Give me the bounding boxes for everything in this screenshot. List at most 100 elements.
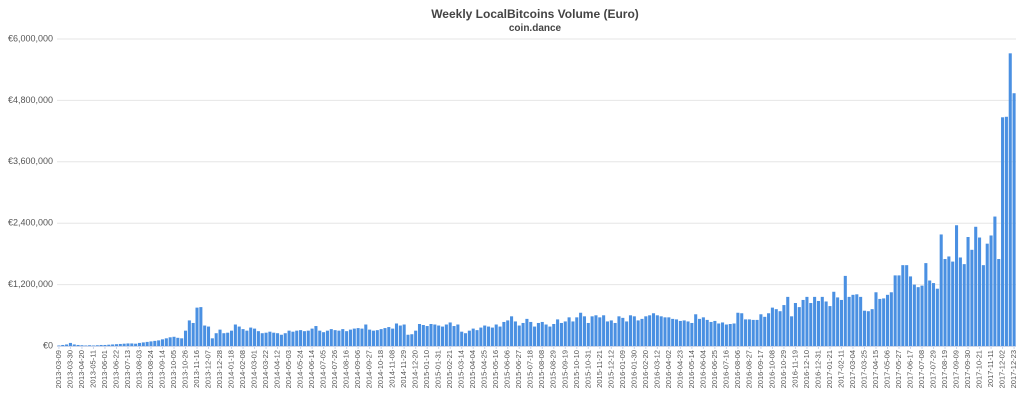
- bar: [609, 320, 613, 346]
- x-tick-label: 2014-01-18: [227, 350, 236, 388]
- bar: [1004, 116, 1008, 346]
- bar: [533, 326, 537, 346]
- bar: [394, 323, 399, 346]
- bar: [299, 330, 303, 346]
- x-tick-label: 2017-12-02: [998, 350, 1007, 388]
- bar: [429, 323, 433, 346]
- bar: [348, 329, 352, 346]
- bar: [513, 321, 517, 346]
- x-tick-label: 2013-12-28: [215, 350, 224, 388]
- bar: [452, 326, 456, 346]
- bar: [862, 310, 867, 346]
- x-tick-label: 2015-09-19: [560, 350, 569, 388]
- bar: [356, 328, 360, 346]
- x-tick-label: 2017-01-21: [825, 350, 834, 388]
- bar: [88, 345, 92, 346]
- bar: [797, 307, 801, 346]
- x-tick-label: 2017-11-11: [986, 350, 995, 387]
- x-tick-label: 2015-06-06: [503, 350, 512, 388]
- bar: [467, 330, 471, 346]
- bar: [935, 288, 939, 346]
- bar: [974, 226, 978, 346]
- bar: [632, 316, 636, 346]
- bar: [68, 342, 72, 346]
- bar: [122, 343, 126, 346]
- x-tick-label: 2016-03-12: [652, 350, 661, 388]
- x-tick-label: 2016-12-10: [802, 350, 811, 388]
- bar: [114, 344, 118, 346]
- bar: [448, 322, 452, 346]
- bar: [80, 345, 84, 346]
- bar: [962, 264, 966, 346]
- bar: [329, 329, 333, 346]
- bar: [590, 316, 594, 346]
- x-tick-label: 2013-11-16: [192, 350, 201, 388]
- bar: [406, 334, 410, 346]
- bar: [567, 317, 571, 346]
- bar: [160, 339, 165, 346]
- bar: [828, 306, 832, 346]
- bar: [866, 311, 870, 346]
- x-tick-label: 2017-07-08: [917, 350, 926, 388]
- bar: [820, 296, 824, 346]
- bar: [433, 324, 437, 346]
- bar: [206, 326, 211, 346]
- bar: [728, 323, 732, 346]
- x-tick-label: 2016-06-25: [710, 350, 719, 388]
- bar: [183, 330, 188, 346]
- x-tick-label: 2017-12-23: [1009, 350, 1018, 388]
- bar: [651, 313, 656, 346]
- x-tick-label: 2014-09-06: [353, 350, 362, 388]
- x-tick-label: 2016-05-14: [687, 350, 696, 388]
- bar: [870, 309, 874, 346]
- bar: [176, 337, 180, 346]
- x-tick-label: 2015-04-25: [480, 350, 489, 388]
- bar: [256, 331, 260, 346]
- bar: [747, 319, 751, 346]
- bar: [617, 316, 621, 346]
- bar: [594, 315, 598, 346]
- x-tick-label: 2013-10-26: [180, 350, 189, 388]
- bar: [686, 321, 690, 346]
- bar: [667, 317, 671, 346]
- bar: [76, 344, 80, 346]
- bar: [463, 333, 468, 346]
- bar: [579, 312, 583, 346]
- bar: [790, 316, 794, 346]
- bar: [920, 285, 924, 346]
- bar: [1012, 93, 1016, 346]
- bar: [425, 326, 429, 346]
- bar: [118, 343, 122, 346]
- x-tick-label: 2013-12-07: [204, 350, 213, 388]
- bar: [494, 324, 498, 346]
- bar: [874, 292, 878, 346]
- x-tick-label: 2017-04-15: [871, 350, 880, 388]
- bar: [410, 334, 414, 346]
- bar: [295, 330, 299, 346]
- x-tick-label: 2016-11-19: [790, 350, 799, 388]
- x-tick-label: 2015-01-10: [422, 350, 431, 388]
- x-tick-label: 2013-04-20: [77, 350, 86, 388]
- bar: [325, 330, 329, 346]
- bar: [168, 337, 172, 346]
- x-tick-label: 2015-10-10: [572, 350, 581, 388]
- bar: [375, 330, 379, 346]
- bar: [559, 322, 563, 346]
- x-tick-label: 2014-10-18: [376, 350, 385, 388]
- bar: [717, 323, 721, 346]
- bar: [440, 326, 445, 346]
- bar: [924, 263, 928, 346]
- x-tick-label: 2016-02-20: [641, 350, 650, 388]
- bar: [859, 296, 863, 346]
- bar: [360, 328, 364, 346]
- x-tick-label: 2014-09-27: [365, 350, 374, 388]
- bar: [621, 317, 625, 346]
- x-tick-label: 2015-04-04: [468, 350, 477, 388]
- bar: [602, 315, 606, 346]
- bar: [682, 320, 686, 346]
- bar: [678, 320, 682, 346]
- y-tick-label: €6,000,000: [8, 33, 53, 43]
- x-tick-label: 2016-07-16: [721, 350, 730, 388]
- x-tick-label: 2017-05-06: [882, 350, 891, 388]
- bar: [605, 321, 610, 346]
